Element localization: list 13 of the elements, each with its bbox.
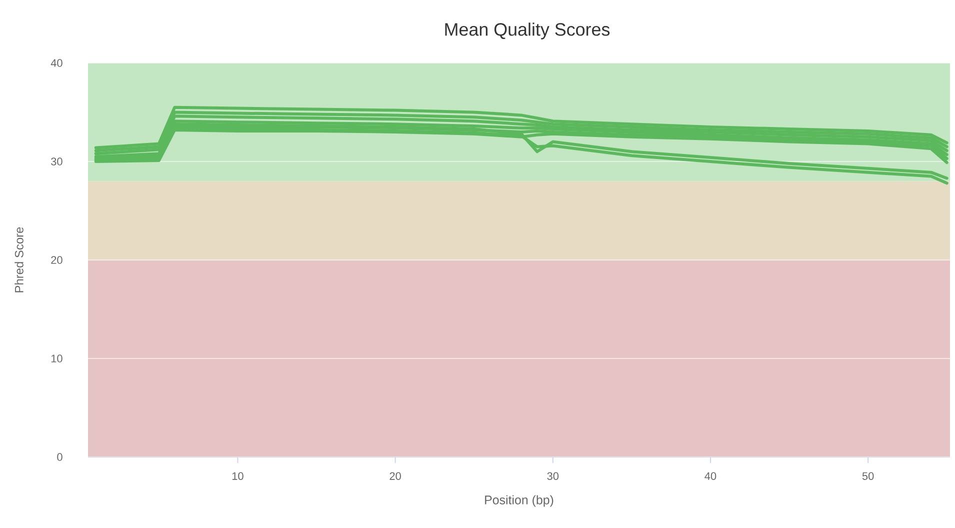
x-tick-label: 50 — [862, 472, 874, 480]
y-tick-label: 10 — [51, 354, 62, 362]
y-tick-label: 0 — [57, 453, 62, 461]
x-tick-label: 40 — [704, 472, 716, 480]
y-tick-label: 40 — [50, 59, 62, 67]
y-tick-label: 20 — [51, 256, 62, 264]
x-axis-title: Position (bp) — [485, 495, 554, 507]
chart-title: Mean Quality Scores — [445, 22, 610, 40]
x-tick-label: 10 — [232, 472, 244, 480]
x-tick-label: 30 — [547, 472, 559, 480]
y-axis-title: Phred Score — [14, 227, 24, 292]
y-tick-label: 30 — [51, 158, 62, 166]
x-tick-label: 20 — [390, 472, 401, 480]
